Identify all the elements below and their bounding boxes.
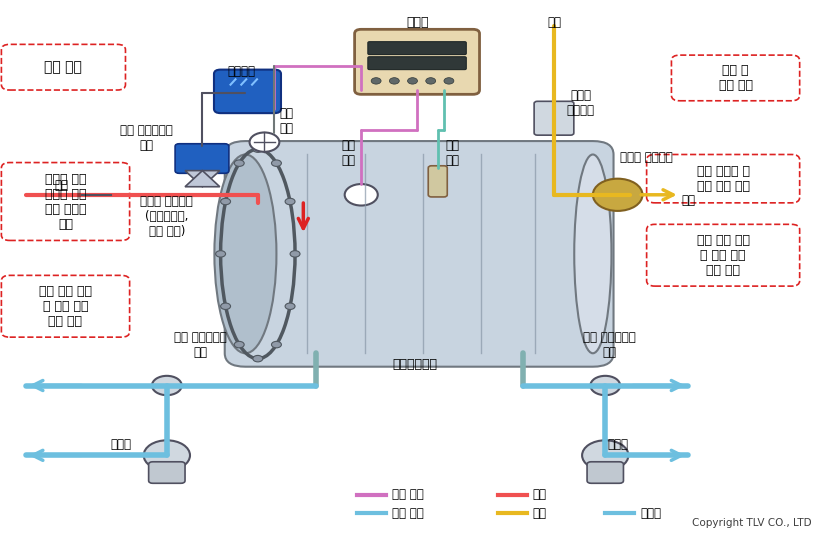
Text: 고정밀 제어
건증기 공급
강제 응축수
제거: 고정밀 제어 건증기 공급 강제 응축수 제거 <box>45 172 86 231</box>
Polygon shape <box>185 171 220 187</box>
Text: 증기: 증기 <box>533 488 546 501</box>
FancyBboxPatch shape <box>214 70 281 113</box>
FancyBboxPatch shape <box>535 102 574 135</box>
FancyBboxPatch shape <box>587 462 623 483</box>
Text: 운전 중
에어 제거: 운전 중 에어 제거 <box>719 64 753 92</box>
FancyBboxPatch shape <box>2 44 125 90</box>
Text: 온도
센서: 온도 센서 <box>445 139 459 167</box>
Circle shape <box>216 251 226 257</box>
Text: 응축수: 응축수 <box>608 438 628 451</box>
FancyBboxPatch shape <box>2 275 129 337</box>
Text: 증기: 증기 <box>54 179 68 192</box>
Text: 응축수: 응축수 <box>640 507 661 520</box>
Text: 공압 버터플라이
밸브: 공압 버터플라이 밸브 <box>583 331 636 359</box>
Text: 컨트롤러: 컨트롤러 <box>227 65 256 78</box>
Text: 공압 버터플라이
밸브: 공압 버터플라이 밸브 <box>120 124 173 152</box>
FancyBboxPatch shape <box>428 166 447 197</box>
Circle shape <box>271 341 281 348</box>
Circle shape <box>344 184 378 206</box>
Circle shape <box>253 355 263 362</box>
Text: 에어: 에어 <box>547 16 561 29</box>
FancyBboxPatch shape <box>149 462 185 483</box>
Circle shape <box>389 78 399 84</box>
Text: 초기 응축수 및
에어 자동 제거: 초기 응축수 및 에어 자동 제거 <box>696 165 749 193</box>
Text: 증기용 제어밸브
(세퍼레이터,
트랩 내장): 증기용 제어밸브 (세퍼레이터, 트랩 내장) <box>140 195 193 238</box>
Circle shape <box>371 78 381 84</box>
Circle shape <box>221 198 231 205</box>
Text: 스팀용
에어벤트: 스팀용 에어벤트 <box>566 90 594 118</box>
Polygon shape <box>185 171 220 187</box>
Circle shape <box>234 160 244 166</box>
Circle shape <box>152 376 182 395</box>
Circle shape <box>582 440 628 470</box>
Circle shape <box>444 78 454 84</box>
Text: 압력 조절: 압력 조절 <box>392 488 423 501</box>
Circle shape <box>234 341 244 348</box>
Ellipse shape <box>214 154 276 353</box>
Text: 초기 에어 제거
및 압력 제어
자동 완화: 초기 에어 제거 및 압력 제어 자동 완화 <box>39 285 92 328</box>
Circle shape <box>144 440 190 470</box>
FancyBboxPatch shape <box>647 224 799 286</box>
FancyBboxPatch shape <box>225 141 613 367</box>
Text: Copyright TLV CO., LTD: Copyright TLV CO., LTD <box>692 518 812 528</box>
FancyBboxPatch shape <box>175 144 229 173</box>
Text: 압력
센서: 압력 센서 <box>280 107 294 134</box>
Circle shape <box>253 146 263 152</box>
Text: 에어: 에어 <box>681 194 695 207</box>
Circle shape <box>271 160 281 166</box>
Circle shape <box>408 78 417 84</box>
Text: 증기 공급: 증기 공급 <box>45 60 82 74</box>
Text: 공압식 제어밸브: 공압식 제어밸브 <box>620 151 673 164</box>
Circle shape <box>81 185 111 205</box>
Circle shape <box>590 376 620 395</box>
FancyBboxPatch shape <box>368 42 466 55</box>
Text: 압력
센서: 압력 센서 <box>342 139 356 167</box>
FancyBboxPatch shape <box>671 55 799 101</box>
Text: 응축수: 응축수 <box>111 438 132 451</box>
Text: 에어: 에어 <box>533 507 546 520</box>
Text: 오토클레이브: 오토클레이브 <box>393 357 437 370</box>
Text: 제어판: 제어판 <box>406 16 429 29</box>
FancyBboxPatch shape <box>647 154 799 203</box>
Circle shape <box>593 179 642 211</box>
FancyBboxPatch shape <box>2 163 129 240</box>
Text: 공압 버터플라이
밸브: 공압 버터플라이 밸브 <box>173 331 227 359</box>
Text: 온도 조절: 온도 조절 <box>392 507 423 520</box>
Circle shape <box>250 132 280 152</box>
Circle shape <box>290 251 300 257</box>
Circle shape <box>285 303 295 309</box>
Circle shape <box>285 198 295 205</box>
Text: 초기 에어 제거
및 압력 제어
자동 완화: 초기 에어 제거 및 압력 제어 자동 완화 <box>696 234 749 276</box>
Ellipse shape <box>574 154 612 353</box>
FancyBboxPatch shape <box>354 29 480 94</box>
Circle shape <box>426 78 436 84</box>
Circle shape <box>221 303 231 309</box>
FancyBboxPatch shape <box>368 57 466 70</box>
